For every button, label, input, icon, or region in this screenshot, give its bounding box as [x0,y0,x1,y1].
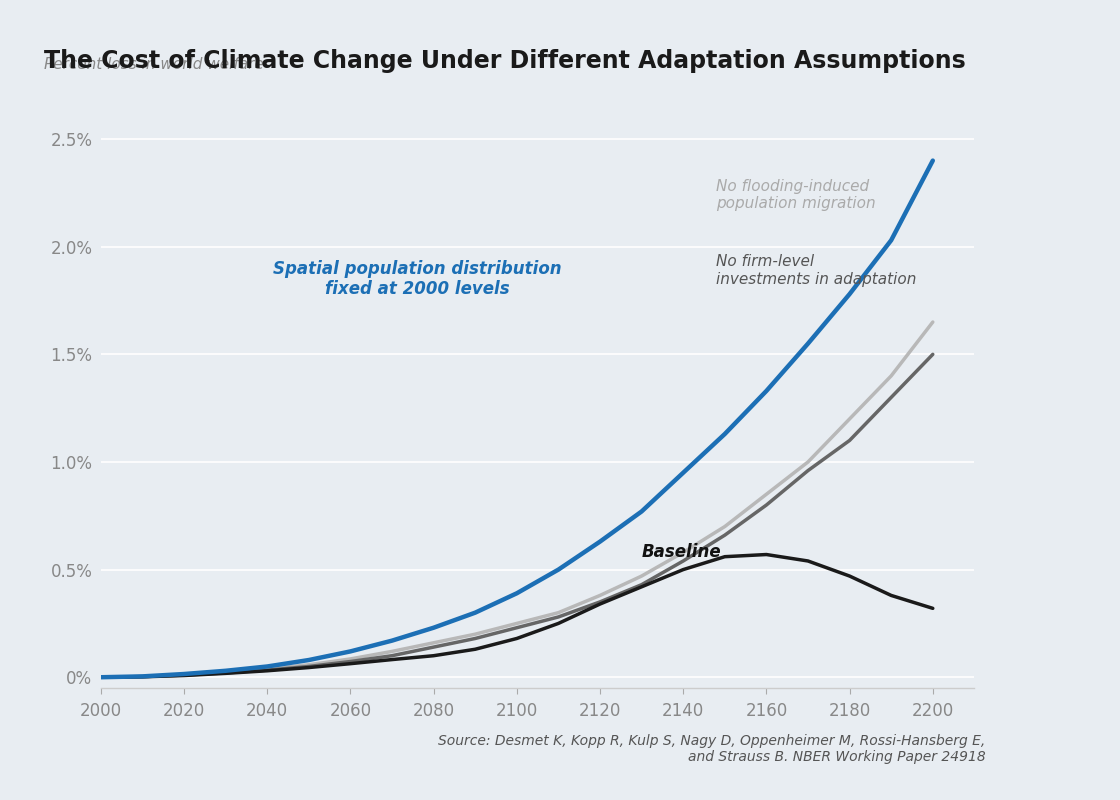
Text: The Cost of Climate Change Under Different Adaptation Assumptions: The Cost of Climate Change Under Differe… [44,50,965,74]
Text: Spatial population distribution
fixed at 2000 levels: Spatial population distribution fixed at… [272,259,561,298]
Text: Percent loss in world welfare: Percent loss in world welfare [44,58,264,72]
Text: No flooding-induced
population migration: No flooding-induced population migration [717,179,876,211]
Text: Baseline: Baseline [642,543,721,562]
Text: Source: Desmet K, Kopp R, Kulp S, Nagy D, Oppenheimer M, Rossi-Hansberg E,
and S: Source: Desmet K, Kopp R, Kulp S, Nagy D… [438,734,986,764]
Text: No firm-level
investments in adaptation: No firm-level investments in adaptation [717,254,917,286]
